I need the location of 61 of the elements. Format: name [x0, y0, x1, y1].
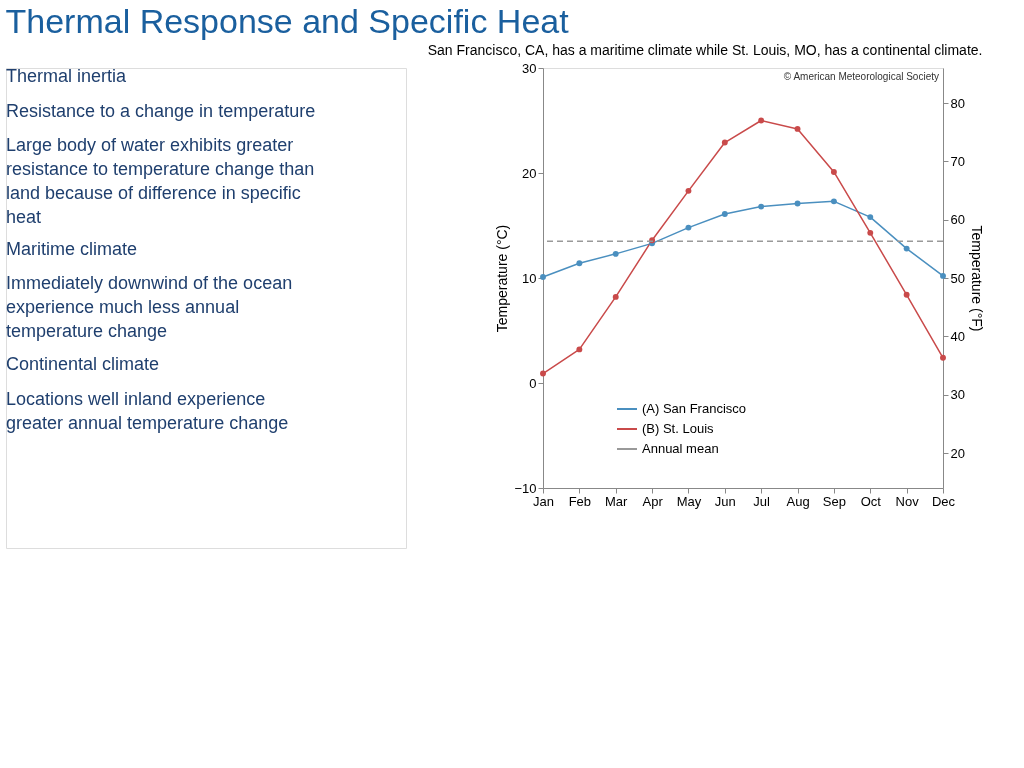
x-tick-label: Apr	[642, 493, 664, 509]
point	[794, 200, 801, 207]
y2-tick-label: 40	[950, 328, 965, 344]
text: Immediately downwind of the ocean experience much less annual temperature change	[6, 273, 293, 342]
text: Resistance to a change in temperature	[6, 100, 316, 121]
x-tick-label: Nov	[895, 493, 920, 509]
point	[758, 117, 765, 124]
text: Thermal inertia	[6, 66, 128, 86]
y2-tick-label: 60	[950, 212, 965, 228]
point	[867, 229, 874, 236]
point	[540, 370, 546, 377]
annotation: © American Meteorological Society	[783, 71, 939, 82]
x-tick-label: Jan	[533, 493, 554, 509]
legend-label: Annual mean	[642, 441, 719, 456]
point	[685, 187, 692, 194]
point	[540, 274, 546, 280]
x-tick-label: Dec	[931, 493, 956, 509]
y2-tick-label: 70	[950, 153, 965, 169]
y2-tick-label: 20	[950, 445, 965, 461]
x-tick-label: Jun	[714, 493, 736, 509]
y2-tick-label: 30	[950, 387, 965, 403]
x-tick-label: May	[676, 493, 702, 509]
y2-tick-label: 80	[950, 95, 965, 111]
x-tick-label: Jul	[753, 493, 771, 509]
y-tick-label: 20	[522, 165, 537, 181]
legend-label: (A) San Francisco	[642, 401, 747, 416]
legend-label: (B) St. Louis	[642, 421, 715, 436]
point	[867, 214, 874, 221]
point	[576, 346, 583, 353]
point	[758, 203, 765, 210]
text: Continental climate	[6, 354, 160, 374]
point	[903, 245, 910, 252]
x-tick-label: Feb	[568, 493, 592, 509]
y-tick-label: −10	[514, 480, 537, 496]
point	[721, 139, 728, 146]
point	[685, 224, 692, 231]
x-tick-label: Mar	[605, 493, 629, 509]
y-axis-title: Temperature (°C)	[494, 224, 511, 333]
x-tick-label: Aug	[786, 493, 810, 509]
chart-subtitle: San Francisco, CA, has a maritime climate while St. Louis, MO, has a continental climate.	[427, 42, 983, 58]
text: Locations well inland experience greater annual temperature change	[6, 388, 289, 433]
text: Maritime climate	[6, 238, 138, 259]
point	[721, 211, 728, 217]
point	[830, 169, 837, 175]
point	[830, 198, 837, 205]
y-tick-label: 30	[522, 60, 537, 76]
chart-title: Thermal Response and Specific Heat	[5, 1, 570, 40]
point	[940, 354, 946, 361]
point	[940, 272, 946, 279]
point	[612, 293, 619, 300]
point	[903, 291, 910, 298]
point	[576, 260, 583, 267]
point	[794, 125, 801, 132]
text: Large body of water exhibits greater resistance to temperature change than land because of difference in specific heat	[6, 135, 315, 228]
x-tick-label: Oct	[860, 493, 882, 509]
y2-tick-label: 50	[950, 270, 965, 286]
x-tick-label: Sep	[822, 493, 846, 509]
point	[612, 250, 619, 257]
y2-axis-title: Temperature (°F)	[968, 225, 985, 332]
y-tick-label: 10	[522, 270, 537, 286]
y-tick-label: 0	[529, 375, 537, 391]
